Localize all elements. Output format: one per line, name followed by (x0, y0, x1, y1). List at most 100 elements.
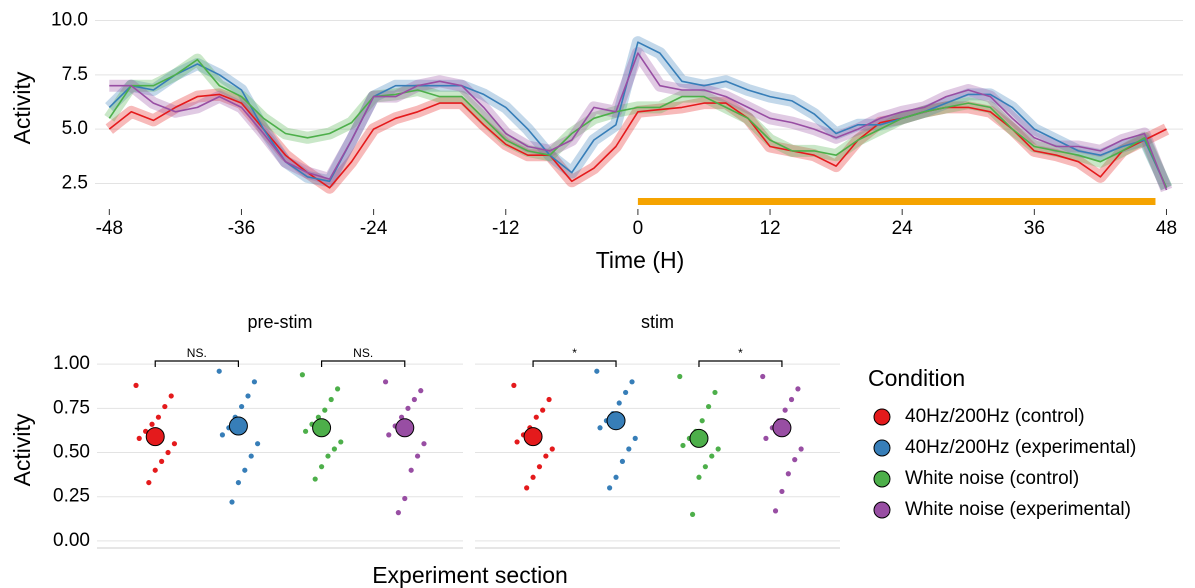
x-tick-label: -12 (492, 218, 519, 239)
data-point (795, 386, 801, 392)
data-point (168, 393, 174, 399)
panel-title: pre-stim (247, 312, 312, 332)
significance-bracket (154, 360, 240, 367)
data-point (133, 382, 139, 388)
data-point (546, 396, 552, 403)
data-point (715, 446, 721, 452)
x-tick-label: -48 (96, 218, 123, 239)
data-point (626, 446, 632, 452)
x-tick-label: 48 (1156, 218, 1177, 239)
data-point (524, 485, 530, 491)
data-point (772, 508, 779, 514)
data-point (594, 368, 600, 374)
data-point (607, 485, 613, 491)
data-point (242, 467, 248, 473)
mean-point (145, 427, 165, 447)
mean-point (689, 428, 709, 448)
data-point (325, 453, 331, 459)
data-point (798, 446, 804, 452)
data-point (411, 396, 417, 403)
legend-label: White noise (control) (905, 468, 1079, 489)
data-point (533, 414, 539, 420)
data-point (248, 453, 254, 459)
data-point (386, 432, 392, 438)
data-point (245, 393, 251, 399)
data-point (511, 382, 517, 388)
significance-bracket (320, 360, 406, 367)
data-point (530, 474, 536, 480)
data-point (613, 474, 619, 480)
y-tick-label: 7.5 (62, 64, 88, 85)
data-point (162, 403, 168, 410)
y-tick-label: 10.0 (51, 10, 88, 31)
y-tick-label: 5.0 (62, 118, 88, 139)
data-point (779, 488, 785, 495)
mean-point (523, 427, 543, 447)
data-point (299, 372, 305, 378)
mean-point (395, 418, 415, 438)
mean-point (228, 416, 248, 436)
data-point (328, 396, 334, 403)
data-point (331, 446, 337, 452)
data-point (540, 407, 546, 413)
data-point (229, 499, 235, 505)
x-tick-label: 24 (892, 218, 914, 239)
significance-label: * (572, 346, 577, 360)
data-point (702, 464, 708, 470)
data-point (302, 428, 309, 434)
data-point (136, 435, 142, 441)
data-point (255, 441, 261, 447)
data-point (705, 403, 712, 410)
x-tick-label: -36 (228, 218, 255, 239)
data-point (514, 439, 520, 445)
data-point (414, 453, 421, 459)
data-point (696, 474, 702, 480)
y-tick-label: 0.75 (53, 397, 90, 418)
data-point (785, 471, 791, 477)
x-tick-label: 0 (633, 218, 644, 239)
data-point (322, 407, 328, 413)
x-tick-label: -24 (360, 218, 388, 239)
legend-marker (873, 439, 891, 457)
data-point (155, 414, 162, 420)
data-point (312, 476, 318, 482)
data-point (219, 432, 226, 438)
stim-period-bar (637, 198, 1156, 205)
y-tick-label: 0.00 (53, 530, 90, 551)
mean-point (772, 418, 792, 438)
y-tick-label: 2.5 (62, 172, 88, 193)
legend-marker (873, 408, 891, 426)
data-point (782, 407, 788, 413)
legend-marker (873, 501, 891, 519)
data-point (712, 389, 718, 396)
data-point (677, 373, 683, 380)
y-axis-title: Activity (9, 71, 35, 144)
data-point (597, 425, 603, 431)
line (109, 52, 1168, 191)
legend-label: 40Hz/200Hz (experimental) (905, 437, 1136, 458)
legend-title: Condition (868, 365, 965, 391)
significance-bracket (532, 360, 617, 367)
data-point (171, 441, 178, 447)
legend-label: White noise (experimental) (905, 499, 1131, 520)
data-point (788, 396, 795, 403)
data-point (680, 442, 686, 449)
data-point (632, 435, 638, 441)
data-point (146, 479, 152, 486)
data-point (689, 511, 696, 518)
data-point (334, 386, 341, 392)
data-point (251, 379, 258, 385)
line (108, 58, 1168, 189)
data-point (405, 405, 411, 411)
data-point (421, 441, 427, 447)
significance-label: * (738, 346, 743, 360)
data-point (536, 464, 543, 470)
data-point (763, 435, 769, 441)
data-point (395, 510, 401, 516)
y-tick-label: 0.25 (53, 486, 90, 507)
data-point (318, 464, 325, 470)
significance-label: NS. (353, 346, 373, 360)
data-point (165, 449, 171, 456)
data-point (619, 458, 626, 464)
